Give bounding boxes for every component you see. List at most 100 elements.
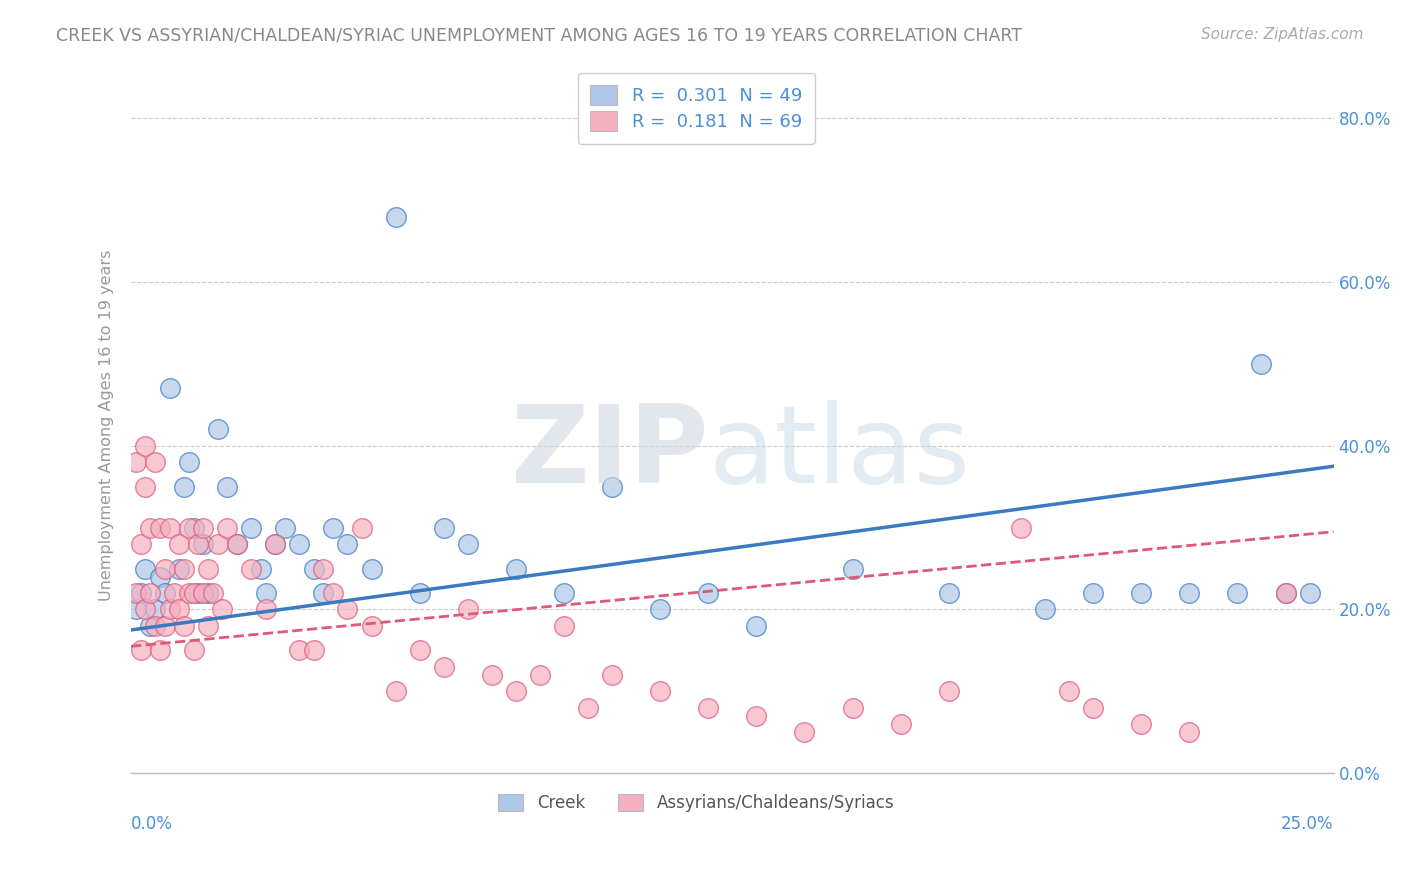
Point — [217, 480, 239, 494]
Point — [167, 561, 190, 575]
Point — [697, 700, 720, 714]
Text: ZIP: ZIP — [510, 401, 709, 506]
Point — [841, 700, 863, 714]
Point — [529, 668, 551, 682]
Point — [408, 643, 430, 657]
Point — [264, 537, 287, 551]
Point — [322, 586, 344, 600]
Point — [197, 619, 219, 633]
Text: atlas: atlas — [709, 401, 970, 506]
Point — [167, 537, 190, 551]
Point — [134, 561, 156, 575]
Point — [1178, 725, 1201, 739]
Point — [600, 480, 623, 494]
Point — [217, 521, 239, 535]
Point — [139, 521, 162, 535]
Point — [1130, 717, 1153, 731]
Point — [938, 586, 960, 600]
Point — [139, 586, 162, 600]
Point — [745, 709, 768, 723]
Point — [505, 561, 527, 575]
Point — [129, 643, 152, 657]
Point — [1130, 586, 1153, 600]
Legend: Creek, Assyrians/Chaldeans/Syriacs: Creek, Assyrians/Chaldeans/Syriacs — [489, 786, 903, 821]
Point — [336, 537, 359, 551]
Point — [193, 521, 215, 535]
Point — [167, 602, 190, 616]
Point — [143, 455, 166, 469]
Point — [1298, 586, 1320, 600]
Point — [177, 586, 200, 600]
Point — [159, 382, 181, 396]
Point — [505, 684, 527, 698]
Point — [745, 619, 768, 633]
Point — [225, 537, 247, 551]
Point — [201, 586, 224, 600]
Point — [163, 586, 186, 600]
Point — [1250, 357, 1272, 371]
Point — [173, 561, 195, 575]
Point — [600, 668, 623, 682]
Point — [312, 561, 335, 575]
Point — [890, 717, 912, 731]
Point — [1178, 586, 1201, 600]
Point — [149, 570, 172, 584]
Point — [134, 439, 156, 453]
Point — [384, 684, 406, 698]
Point — [177, 455, 200, 469]
Point — [1274, 586, 1296, 600]
Point — [207, 537, 229, 551]
Point — [264, 537, 287, 551]
Point — [153, 619, 176, 633]
Point — [211, 602, 233, 616]
Point — [153, 586, 176, 600]
Point — [125, 586, 148, 600]
Point — [302, 643, 325, 657]
Point — [274, 521, 297, 535]
Point — [1081, 586, 1104, 600]
Point — [433, 660, 456, 674]
Point — [240, 561, 263, 575]
Point — [288, 643, 311, 657]
Point — [938, 684, 960, 698]
Point — [129, 586, 152, 600]
Point — [183, 643, 205, 657]
Point — [254, 602, 277, 616]
Point — [143, 602, 166, 616]
Point — [183, 586, 205, 600]
Point — [793, 725, 815, 739]
Point — [134, 480, 156, 494]
Point — [336, 602, 359, 616]
Point — [240, 521, 263, 535]
Point — [125, 602, 148, 616]
Y-axis label: Unemployment Among Ages 16 to 19 years: Unemployment Among Ages 16 to 19 years — [100, 250, 114, 601]
Point — [384, 210, 406, 224]
Point — [457, 537, 479, 551]
Point — [193, 586, 215, 600]
Point — [207, 422, 229, 436]
Point — [159, 521, 181, 535]
Point — [183, 521, 205, 535]
Point — [197, 561, 219, 575]
Point — [250, 561, 273, 575]
Point — [173, 480, 195, 494]
Point — [1226, 586, 1249, 600]
Point — [360, 619, 382, 633]
Point — [650, 684, 672, 698]
Point — [697, 586, 720, 600]
Point — [1033, 602, 1056, 616]
Point — [225, 537, 247, 551]
Point — [159, 602, 181, 616]
Point — [481, 668, 503, 682]
Point — [254, 586, 277, 600]
Text: 0.0%: 0.0% — [131, 815, 173, 833]
Text: Source: ZipAtlas.com: Source: ZipAtlas.com — [1201, 27, 1364, 42]
Point — [841, 561, 863, 575]
Point — [1010, 521, 1032, 535]
Point — [1081, 700, 1104, 714]
Point — [302, 561, 325, 575]
Point — [1057, 684, 1080, 698]
Point — [312, 586, 335, 600]
Point — [143, 619, 166, 633]
Point — [134, 602, 156, 616]
